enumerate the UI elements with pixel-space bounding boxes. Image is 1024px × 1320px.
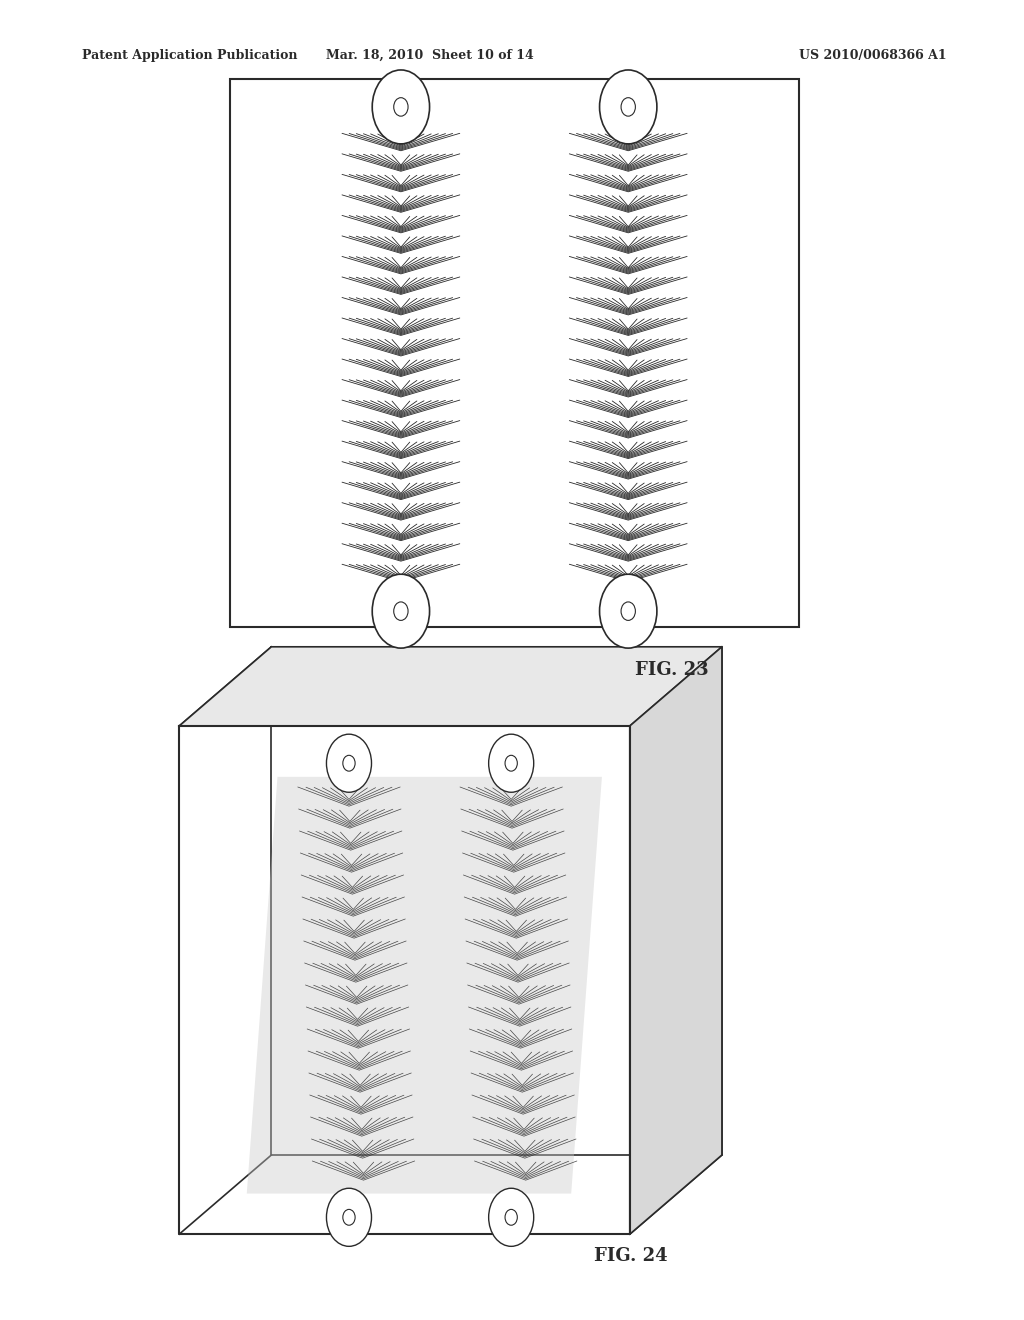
- Polygon shape: [630, 647, 722, 1234]
- Circle shape: [327, 1188, 372, 1246]
- Circle shape: [621, 602, 635, 620]
- Circle shape: [373, 574, 430, 648]
- Circle shape: [343, 755, 355, 771]
- Circle shape: [393, 602, 408, 620]
- Bar: [230, 79, 799, 627]
- Text: Patent Application Publication: Patent Application Publication: [82, 49, 297, 62]
- Circle shape: [621, 98, 635, 116]
- Polygon shape: [247, 776, 602, 1193]
- Text: Mar. 18, 2010  Sheet 10 of 14: Mar. 18, 2010 Sheet 10 of 14: [327, 49, 534, 62]
- Circle shape: [393, 98, 408, 116]
- Circle shape: [327, 734, 372, 792]
- Circle shape: [600, 574, 657, 648]
- Polygon shape: [179, 647, 722, 726]
- Text: FIG. 23: FIG. 23: [635, 661, 709, 680]
- Text: FIG. 24: FIG. 24: [594, 1247, 668, 1266]
- Circle shape: [505, 1209, 517, 1225]
- Circle shape: [488, 1188, 534, 1246]
- Text: US 2010/0068366 A1: US 2010/0068366 A1: [799, 49, 946, 62]
- Circle shape: [505, 755, 517, 771]
- Circle shape: [373, 70, 430, 144]
- Circle shape: [343, 1209, 355, 1225]
- Circle shape: [488, 734, 534, 792]
- Circle shape: [600, 70, 657, 144]
